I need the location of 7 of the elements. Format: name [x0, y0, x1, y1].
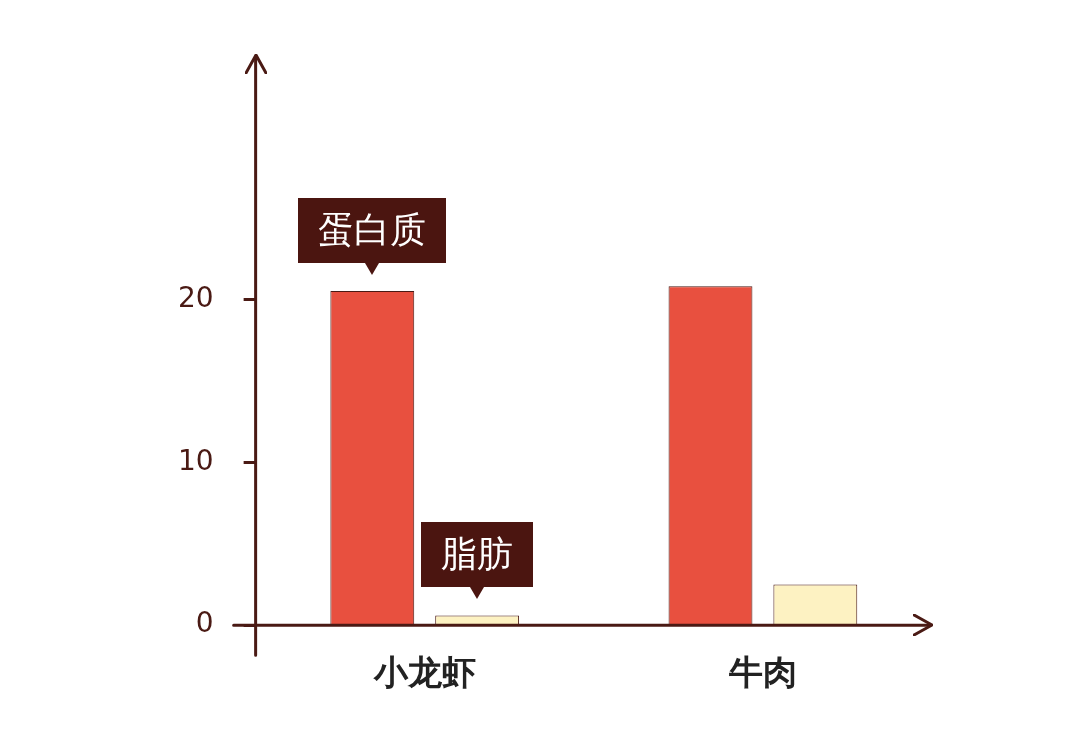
y-tick-label: 0: [195, 606, 214, 640]
x-tick-label: 牛肉: [727, 652, 797, 693]
y-tick-label: 20: [177, 280, 214, 314]
series-label: 蛋白质: [298, 198, 447, 264]
x-tick-label: 小龙虾: [372, 652, 476, 693]
series-label: 脂肪: [421, 522, 534, 588]
y-tick-label: 10: [177, 443, 214, 477]
